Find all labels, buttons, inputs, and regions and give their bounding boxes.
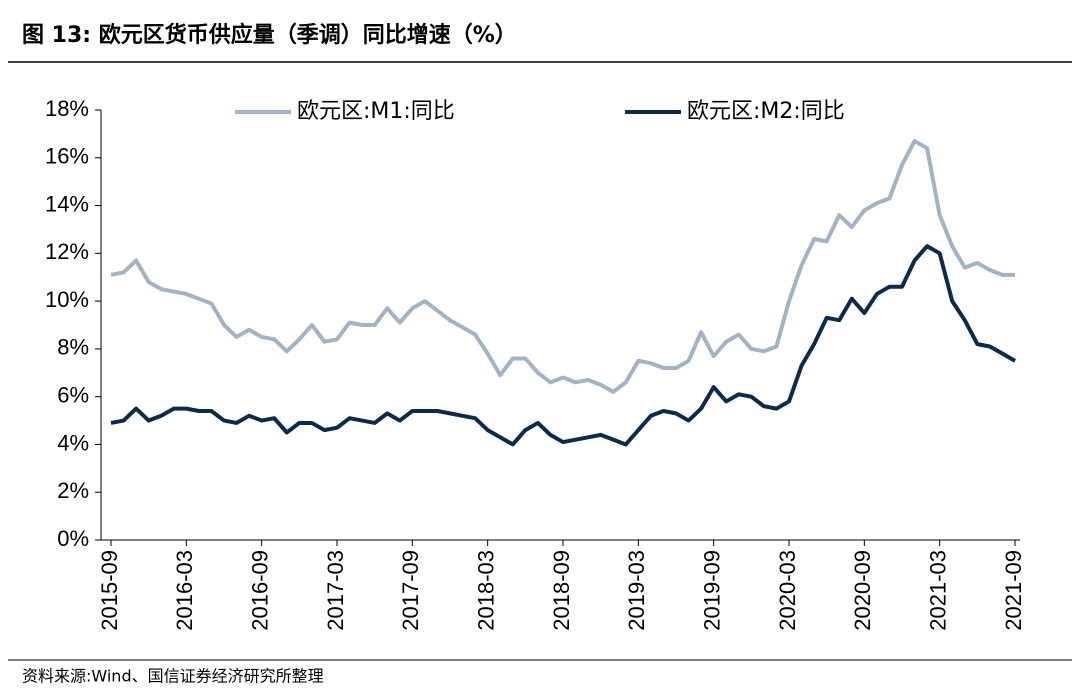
legend-label: 欧元区:M2:同比 — [687, 99, 845, 124]
x-tick-label: 2017-03 — [323, 550, 348, 631]
x-tick-label: 2016-03 — [172, 550, 197, 631]
series-line — [110, 244, 1016, 447]
source-note: 资料来源:Wind、国信证券经济研究所整理 — [22, 667, 324, 686]
x-tick-label: 2020-03 — [775, 550, 800, 631]
y-tick-label: 14% — [45, 191, 89, 216]
y-tick-label: 2% — [57, 478, 89, 503]
x-tick-label: 2018-09 — [549, 550, 574, 631]
y-tick-label: 10% — [45, 287, 89, 312]
chart-title: 图 13: 欧元区货币供应量（季调）同比增速（%） — [22, 22, 517, 48]
y-tick-label: 0% — [57, 526, 89, 551]
y-tick-label: 4% — [57, 430, 89, 455]
series-line — [110, 139, 1015, 394]
x-tick-label: 2015-09 — [97, 550, 122, 631]
x-tick-label: 2019-09 — [699, 550, 724, 631]
x-tick-label: 2019-03 — [624, 550, 649, 631]
y-tick-label: 16% — [45, 144, 89, 169]
x-tick-label: 2018-03 — [473, 550, 498, 631]
y-tick-label: 12% — [45, 239, 89, 264]
x-tick-label: 2016-09 — [247, 550, 272, 631]
x-tick-label: 2021-09 — [1001, 550, 1026, 631]
x-tick-label: 2021-03 — [925, 550, 950, 631]
y-tick-label: 18% — [45, 96, 89, 121]
y-tick-label: 8% — [57, 335, 89, 360]
x-tick-label: 2020-09 — [850, 550, 875, 631]
legend-label: 欧元区:M1:同比 — [297, 99, 455, 124]
x-tick-label: 2017-09 — [398, 550, 423, 631]
y-tick-label: 6% — [57, 382, 89, 407]
